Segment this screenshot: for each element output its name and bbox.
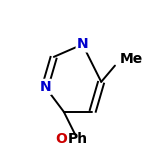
Text: Me: Me bbox=[120, 52, 143, 66]
Text: O: O bbox=[55, 132, 67, 146]
Text: Ph: Ph bbox=[68, 132, 88, 146]
Text: N: N bbox=[77, 37, 88, 51]
Text: N: N bbox=[39, 80, 51, 94]
